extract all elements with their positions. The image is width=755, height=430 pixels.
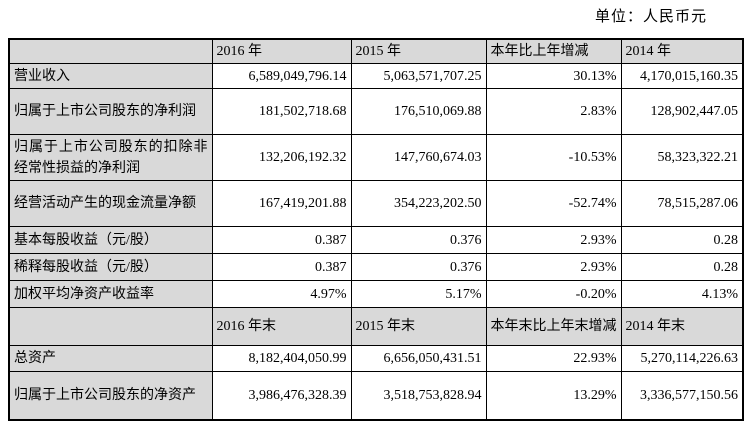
financial-summary-table: 2016 年 2015 年 本年比上年增减 2014 年 营业收入 6,589,… <box>8 38 744 421</box>
header-row-annual: 2016 年 2015 年 本年比上年增减 2014 年 <box>8 38 744 64</box>
table-row-total-assets: 总资产 8,182,404,050.99 6,656,050,431.51 22… <box>8 345 744 372</box>
table-row-basic-eps: 基本每股收益（元/股） 0.387 0.376 2.93% 0.28 <box>8 226 744 254</box>
value-2015: 147,760,674.03 <box>350 134 487 181</box>
value-2015: 3,518,753,828.94 <box>350 371 487 420</box>
value-change: 2.83% <box>485 88 622 135</box>
header-cell-blank <box>8 38 213 64</box>
table-row-operating-cash-flow: 经营活动产生的现金流量净额 167,419,201.88 354,223,202… <box>8 180 744 227</box>
value-2014: 5,270,114,226.63 <box>620 345 744 372</box>
value-2016: 181,502,718.68 <box>211 88 352 135</box>
row-label: 基本每股收益（元/股） <box>8 226 213 254</box>
value-2014: 3,336,577,150.56 <box>620 371 744 420</box>
header-cell-2014-end: 2014 年末 <box>620 307 744 346</box>
value-2014: 0.28 <box>620 226 744 254</box>
value-change: 13.29% <box>485 371 622 420</box>
header-cell-2015-end: 2015 年末 <box>350 307 487 346</box>
table-row-diluted-eps: 稀释每股收益（元/股） 0.387 0.376 2.93% 0.28 <box>8 253 744 281</box>
value-2015: 176,510,069.88 <box>350 88 487 135</box>
value-2014: 4.13% <box>620 280 744 308</box>
header-row-year-end: 2016 年末 2015 年末 本年末比上年末增减 2014 年末 <box>8 307 744 346</box>
value-2014: 58,323,322.21 <box>620 134 744 181</box>
value-2014: 4,170,015,160.35 <box>620 63 744 89</box>
row-label: 总资产 <box>8 345 213 372</box>
value-2015: 6,656,050,431.51 <box>350 345 487 372</box>
value-2015: 354,223,202.50 <box>350 180 487 227</box>
value-change: 2.93% <box>485 253 622 281</box>
value-2016: 8,182,404,050.99 <box>211 345 352 372</box>
header-cell-change: 本年比上年增减 <box>485 38 622 64</box>
value-2014: 128,902,447.05 <box>620 88 744 135</box>
header-cell-2016: 2016 年 <box>211 38 352 64</box>
table-row-weighted-roe: 加权平均净资产收益率 4.97% 5.17% -0.20% 4.13% <box>8 280 744 308</box>
row-label: 归属于上市公司股东的扣除非经常性损益的净利润 <box>8 134 213 181</box>
table-row-net-assets: 归属于上市公司股东的净资产 3,986,476,328.39 3,518,753… <box>8 371 744 420</box>
header-cell-change-end: 本年末比上年末增减 <box>485 307 622 346</box>
row-label: 归属于上市公司股东的净资产 <box>8 371 213 420</box>
value-change: -0.20% <box>485 280 622 308</box>
value-2014: 78,515,287.06 <box>620 180 744 227</box>
value-change: -52.74% <box>485 180 622 227</box>
value-2016: 0.387 <box>211 226 352 254</box>
row-label: 经营活动产生的现金流量净额 <box>8 180 213 227</box>
value-2016: 167,419,201.88 <box>211 180 352 227</box>
unit-label: 单位：人民币元 <box>594 9 707 25</box>
header-cell-blank <box>8 307 213 346</box>
row-label: 加权平均净资产收益率 <box>8 280 213 308</box>
value-2016: 132,206,192.32 <box>211 134 352 181</box>
row-label: 稀释每股收益（元/股） <box>8 253 213 281</box>
header-cell-2014: 2014 年 <box>620 38 744 64</box>
table-row-revenue: 营业收入 6,589,049,796.14 5,063,571,707.25 3… <box>8 63 744 89</box>
value-2015: 5,063,571,707.25 <box>350 63 487 89</box>
value-2015: 5.17% <box>350 280 487 308</box>
value-2015: 0.376 <box>350 253 487 281</box>
table-row-net-profit-deducted: 归属于上市公司股东的扣除非经常性损益的净利润 132,206,192.32 14… <box>8 134 744 181</box>
value-change: 22.93% <box>485 345 622 372</box>
value-2016: 0.387 <box>211 253 352 281</box>
value-2016: 3,986,476,328.39 <box>211 371 352 420</box>
header-cell-2015: 2015 年 <box>350 38 487 64</box>
value-change: 2.93% <box>485 226 622 254</box>
value-2015: 0.376 <box>350 226 487 254</box>
row-label: 归属于上市公司股东的净利润 <box>8 88 213 135</box>
value-2016: 4.97% <box>211 280 352 308</box>
row-label: 营业收入 <box>8 63 213 89</box>
value-2014: 0.28 <box>620 253 744 281</box>
value-change: -10.53% <box>485 134 622 181</box>
table-row-net-profit: 归属于上市公司股东的净利润 181,502,718.68 176,510,069… <box>8 88 744 135</box>
value-2016: 6,589,049,796.14 <box>211 63 352 89</box>
header-cell-2016-end: 2016 年末 <box>211 307 352 346</box>
value-change: 30.13% <box>485 63 622 89</box>
